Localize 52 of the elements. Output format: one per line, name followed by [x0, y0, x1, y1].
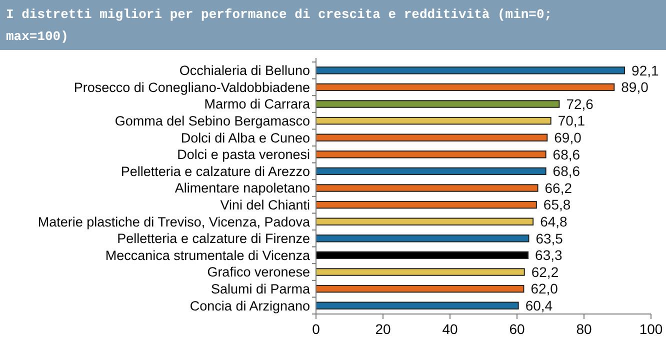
y-tick-label: Grafico veronese: [207, 264, 310, 280]
y-tick-label: Alimentare napoletano: [174, 180, 310, 196]
data-label: 63,3: [535, 247, 563, 264]
bar: [316, 150, 546, 158]
data-label: 65,8: [543, 196, 571, 213]
y-tick-label: Marmo di Carrara: [204, 96, 310, 112]
y-tick-label: Pelletteria e calzature di Firenze: [117, 231, 310, 246]
bar: [316, 100, 560, 108]
y-tick-label: Vini del Chianti: [220, 198, 310, 213]
bar: [316, 184, 538, 192]
data-label: 62,0: [530, 280, 558, 297]
data-label: 68,6: [552, 163, 580, 180]
x-tick-label: 20: [375, 321, 391, 337]
y-tick-label: Pelletteria e calzature di Arezzo: [120, 164, 310, 179]
data-label: 69,0: [554, 130, 582, 146]
y-tick-label: Meccanica strumentale di Vicenza: [105, 248, 310, 263]
y-tick-label: Gomma del Sebino Bergamasco: [114, 114, 310, 129]
data-label: 68,6: [552, 146, 580, 162]
chart-title: I distretti migliori per performance di crescita e redditività (min=0; max=100): [6, 6, 554, 46]
data-label: 70,1: [558, 112, 586, 129]
x-tick-label: 40: [442, 321, 458, 337]
x-tick-label: 60: [509, 321, 525, 337]
bar: [316, 234, 530, 242]
data-label: 62,2: [531, 264, 559, 280]
y-tick-label: Dolci di Alba e Cuneo: [180, 130, 310, 146]
bar: [316, 218, 534, 226]
data-label: 66,2: [544, 180, 572, 196]
bar: [316, 268, 525, 276]
bar: [316, 302, 519, 310]
y-tick-label: Occhialeria di Belluno: [179, 63, 310, 78]
data-label: 92,1: [632, 62, 659, 78]
bar: [316, 284, 524, 293]
data-label: 63,5: [536, 230, 564, 246]
y-tick-label: Dolci e pasta veronesi: [177, 147, 310, 162]
data-label: 60,4: [525, 298, 553, 314]
y-tick-label: Prosecco di Conegliano-Valdobbiadene: [74, 80, 310, 95]
y-tick-label: Salumi di Parma: [210, 282, 310, 297]
bar: [316, 116, 552, 125]
data-label: 64,8: [540, 214, 568, 230]
bar: [316, 83, 615, 92]
x-tick-label: 0: [312, 321, 320, 337]
data-label: 72,6: [566, 96, 594, 112]
x-tick-label: 80: [576, 321, 592, 337]
bar: [316, 66, 626, 74]
x-tick-label: 100: [639, 321, 663, 337]
bar: [316, 200, 537, 209]
bar: [316, 134, 548, 142]
y-tick-label: Concia di Arzignano: [190, 298, 310, 314]
data-label: 89,0: [621, 79, 649, 96]
y-tick-label: Materie plastiche di Treviso, Vicenza, Padova: [38, 214, 310, 230]
bar: [316, 251, 529, 260]
bar: [316, 167, 546, 176]
